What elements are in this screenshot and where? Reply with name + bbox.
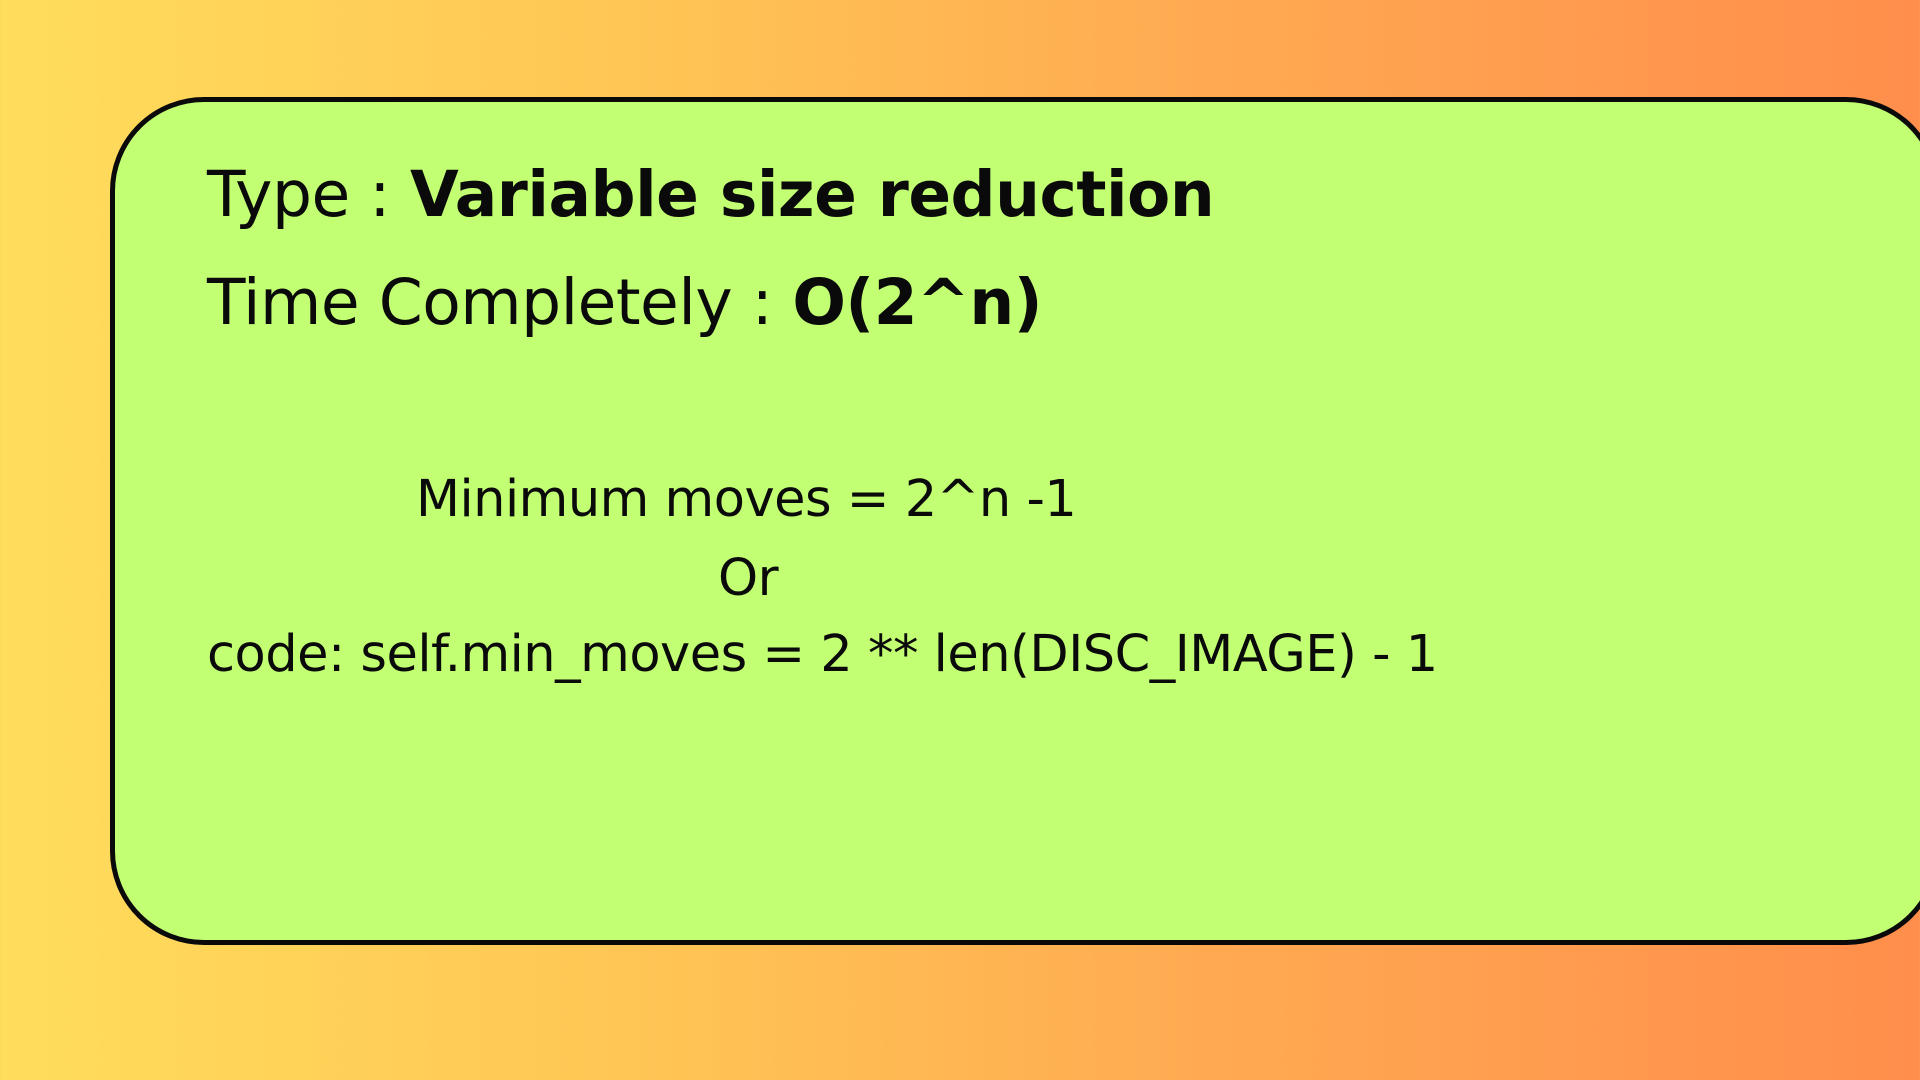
or-separator: Or [718,549,779,608]
type-label: Type : [207,158,390,231]
code-line: code: self.min_moves = 2 ** len(DISC_IMA… [207,625,1438,684]
type-value: Variable size reduction [409,158,1215,231]
time-complexity-label: Time Completely : [207,266,773,339]
type-row: Type : Variable size reduction [207,155,1215,235]
time-complexity-value: O(2^n) [792,266,1042,339]
minimum-moves-formula: Minimum moves = 2^n -1 [416,470,1077,529]
info-card: Type : Variable size reduction Time Compl… [110,97,1920,945]
time-complexity-row: Time Completely : O(2^n) [207,263,1042,343]
